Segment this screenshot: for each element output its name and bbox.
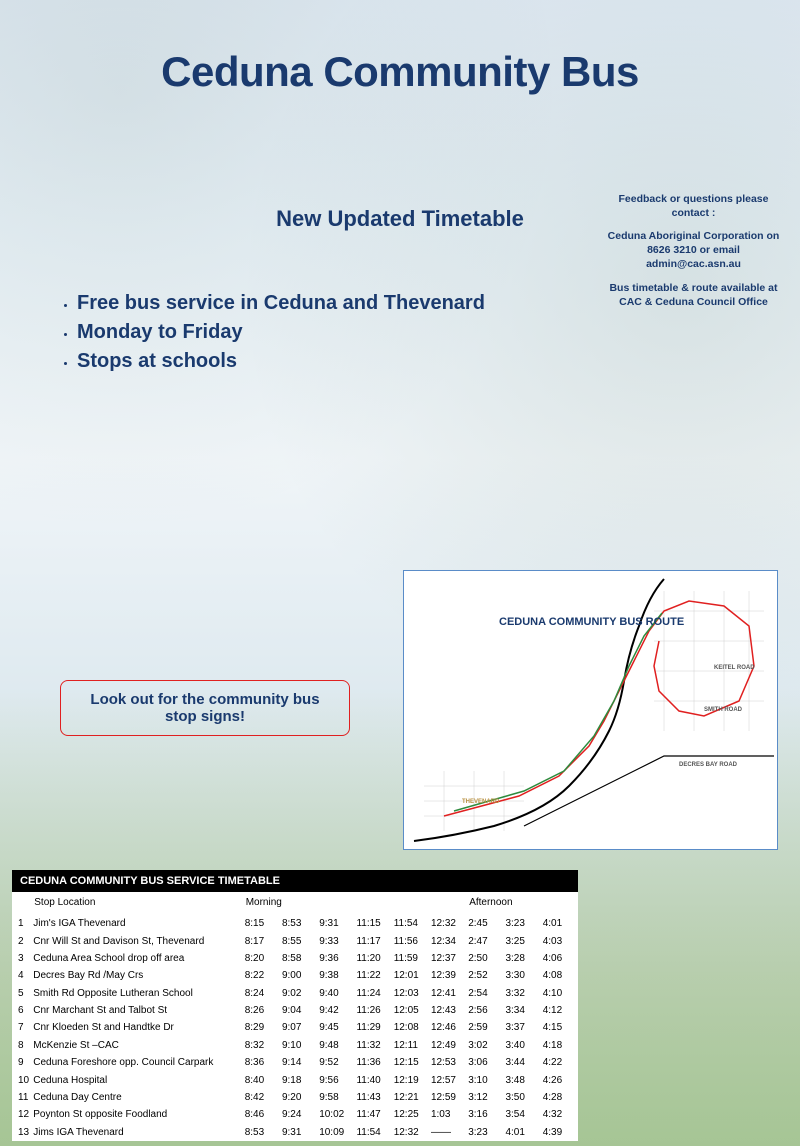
col-afternoon: Afternoon	[466, 892, 578, 915]
svg-text:KEITEL ROAD: KEITEL ROAD	[714, 665, 755, 671]
table-row: 11Ceduna Day Centre8:429:209:5811:4312:2…	[12, 1089, 578, 1106]
bullet-item: Stops at schools	[77, 350, 800, 373]
table-row: 4Decres Bay Rd /May Crs8:229:009:3811:22…	[12, 967, 578, 984]
timetable-header: CEDUNA COMMUNITY BUS SERVICE TIMETABLE	[12, 870, 578, 892]
table-row: 13Jims IGA Thevenard8:539:3110:0911:5412…	[12, 1124, 578, 1141]
contact-line: Bus timetable & route available at CAC &…	[601, 281, 786, 309]
contact-block: Feedback or questions please contact : C…	[601, 192, 786, 318]
page-title: Ceduna Community Bus	[0, 0, 800, 96]
route-map: CEDUNA COMMUNITY BUS ROUTE	[403, 570, 778, 850]
table-row: 7Cnr Kloeden St and Handtke Dr8:299:079:…	[12, 1019, 578, 1036]
contact-line: Ceduna Aboriginal Corporation on 8626 32…	[601, 229, 786, 272]
svg-text:THEVENARD: THEVENARD	[462, 799, 500, 805]
table-row: 2Cnr Will St and Davison St, Thevenard8:…	[12, 932, 578, 949]
bullet-item: Monday to Friday	[77, 321, 800, 344]
table-row: 8McKenzie St –CAC8:329:109:4811:3212:111…	[12, 1037, 578, 1054]
callout-text: Look out for the community bus stop sign…	[90, 691, 319, 725]
col-stop: Stop Location	[31, 892, 242, 915]
timetable-table: Stop Location Morning Afternoon 1Jim's I…	[12, 892, 578, 1141]
table-row: 9Ceduna Foreshore opp. Council Carpark8:…	[12, 1054, 578, 1071]
map-title: CEDUNA COMMUNITY BUS ROUTE	[499, 616, 684, 628]
svg-text:DECRES BAY ROAD: DECRES BAY ROAD	[679, 762, 738, 768]
timetable: CEDUNA COMMUNITY BUS SERVICE TIMETABLE S…	[12, 870, 578, 1141]
map-svg: KEITEL ROAD SMITH ROAD DECRES BAY ROAD T…	[404, 571, 778, 850]
table-row: 5Smith Rd Opposite Lutheran School8:249:…	[12, 985, 578, 1002]
callout-box: Look out for the community bus stop sign…	[60, 680, 350, 736]
contact-line: Feedback or questions please contact :	[601, 192, 786, 220]
table-row: 3Ceduna Area School drop off area8:208:5…	[12, 950, 578, 967]
table-row: 12Poynton St opposite Foodland8:469:2410…	[12, 1106, 578, 1123]
table-row: 1Jim's IGA Thevenard8:158:539:3111:1511:…	[12, 915, 578, 932]
route-line	[454, 613, 662, 811]
table-row: 6Cnr Marchant St and Talbot St8:269:049:…	[12, 1002, 578, 1019]
table-row: 10Ceduna Hospital8:409:189:5611:4012:191…	[12, 1071, 578, 1088]
svg-text:SMITH ROAD: SMITH ROAD	[704, 707, 743, 713]
col-morning: Morning	[243, 892, 355, 915]
